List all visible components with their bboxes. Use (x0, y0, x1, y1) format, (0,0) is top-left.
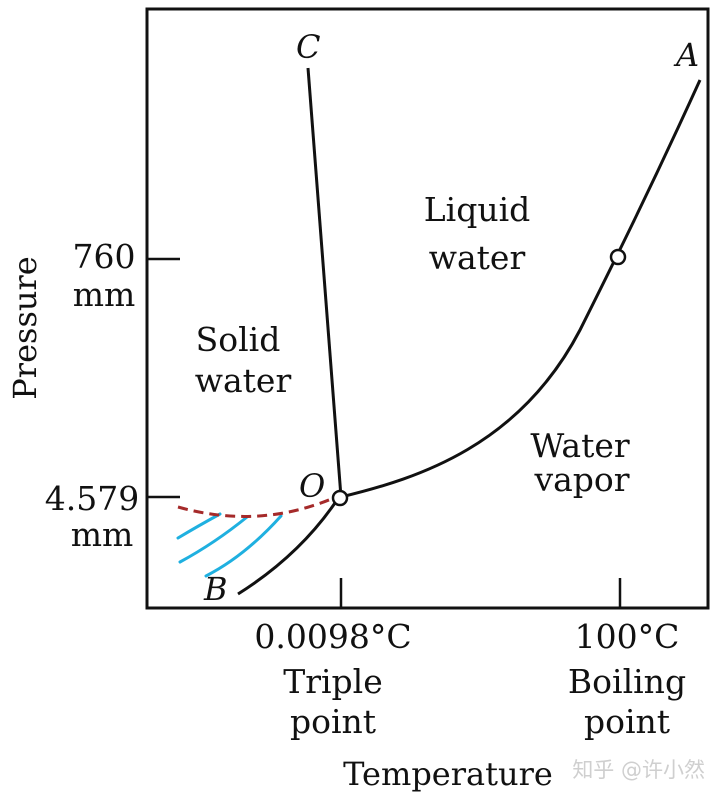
curve-label-b: B (203, 570, 228, 608)
temperature-triple-name1: Triple (283, 662, 383, 701)
region-vapor-line2: vapor (533, 460, 629, 499)
region-liquid-line2: water (429, 238, 526, 277)
sublimation-curve-ob (237, 499, 339, 596)
temperature-boiling-value: 100°C (575, 617, 680, 656)
triple-point-marker (331, 489, 349, 507)
pressure-4579-value: 4.579 (45, 479, 139, 518)
temperature-triple-name2: point (290, 702, 376, 741)
plot-frame (145, 7, 710, 610)
temperature-boiling-name1: Boiling (568, 662, 686, 701)
region-liquid-line1: Liquid (424, 190, 531, 229)
vaporization-curve-oa (340, 79, 702, 499)
region-vapor-line1: Water (530, 426, 630, 465)
melting-curve-oc (306, 67, 343, 498)
x-axis-title: Temperature (343, 755, 553, 793)
region-solid-line2: water (195, 361, 292, 400)
y-axis-title: Pressure (6, 256, 44, 399)
metastable-hatching (176, 512, 283, 578)
curve-label-a: A (673, 36, 699, 74)
curve-label-c: C (296, 28, 320, 66)
pressure-4579-unit: mm (71, 515, 134, 554)
supercooled-water-curve (177, 495, 337, 518)
watermark: 知乎 @许小然 (572, 758, 705, 782)
curve-label-o: O (299, 467, 325, 505)
temperature-triple-value: 0.0098°C (254, 617, 411, 656)
pressure-760-value: 760 (73, 237, 136, 276)
region-solid-line1: Solid (196, 320, 281, 359)
pressure-760-unit: mm (73, 275, 136, 314)
boiling-point-marker (609, 248, 627, 266)
temperature-boiling-name2: point (584, 702, 670, 741)
